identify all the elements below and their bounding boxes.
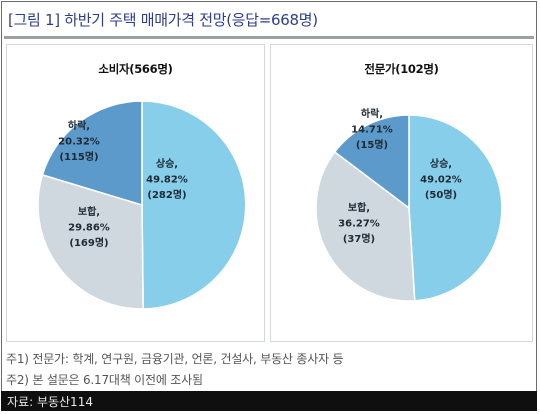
expert-pie-chart: 상승, 49.02% (50명) 보합, 36.27% (37명) 하락, 14.71% (15… — [315, 107, 503, 302]
expert-slice-label-up-line-3: (50명) — [425, 188, 457, 201]
consumer-slice-label-neutral-line-1: 보합, — [78, 205, 100, 218]
expert-chart-panel: 전문가(102명) 상승, 49.02% (50명) 보합, 36.27% (37명) 하락… — [270, 44, 533, 342]
expert-slice-label-down-line-2: 14.71% — [351, 125, 393, 136]
consumer-slice-label-down-line-3: (115명) — [59, 150, 98, 163]
expert-slice-label-down-line-3: (15명) — [356, 138, 388, 151]
consumer-slice-neutral — [37, 173, 144, 310]
consumer-slice-label-neutral-line-2: 29.86% — [68, 223, 110, 234]
footnote-2: 주2) 본 설문은 6.17대책 이전에 조사됨 — [6, 373, 203, 387]
expert-slice-label-neutral-line-1: 보합, — [348, 201, 370, 214]
expert-slice-label-down-line-1: 하락, — [361, 107, 383, 120]
expert-slice-up — [408, 114, 503, 302]
expert-slice-neutral — [315, 150, 416, 302]
consumer-slice-label-up-line-1: 상승, — [156, 157, 178, 170]
expert-slice-label-up: 상승, 49.02% (50명) — [420, 157, 462, 201]
consumer-chart-title: 소비자(566명) — [98, 62, 173, 76]
expert-slice-label-up-line-1: 상승, — [430, 157, 452, 170]
consumer-slice-label-up: 상승, 49.82% (282명) — [146, 157, 188, 201]
consumer-slice-label-up-line-2: 49.82% — [146, 175, 188, 186]
consumer-slice-label-down-line-1: 하락, — [68, 119, 90, 132]
expert-slice-label-neutral-line-2: 36.27% — [338, 219, 380, 230]
expert-slice-down — [333, 114, 410, 210]
expert-chart-title: 전문가(102명) — [364, 62, 439, 76]
consumer-pie-chart: 상승, 49.82% (282명) 보합, 29.86% (169명) 하락, 20.32% (… — [37, 100, 247, 310]
figure-title: [그림 1] 하반기 주택 매매가격 전망(응답=668명) — [8, 11, 318, 29]
expert-slice-label-neutral-line-3: (37명) — [343, 232, 375, 245]
consumer-slice-label-neutral: 보합, 29.86% (169명) — [68, 205, 110, 249]
expert-slice-label-neutral: 보합, 36.27% (37명) — [338, 201, 380, 245]
consumer-slice-down — [41, 100, 143, 207]
consumer-slice-label-down-line-2: 20.32% — [58, 137, 100, 148]
source-bar: 자료: 부동산114 — [1, 391, 537, 411]
consumer-chart-panel: 소비자(566명) 상승, 49.82% (282명) 보합, 29.86% (169명)… — [6, 44, 265, 342]
consumer-slice-label-up-line-3: (282명) — [147, 188, 186, 201]
footnote-1: 주1) 전문가: 학계, 연구원, 금융기관, 언론, 건설사, 부동산 종사자… — [6, 352, 344, 366]
consumer-slice-label-neutral-line-3: (169명) — [69, 236, 108, 249]
consumer-slice-label-down: 하락, 20.32% (115명) — [58, 119, 100, 163]
source-text: 자료: 부동산114 — [7, 395, 93, 409]
consumer-slice-up — [141, 100, 247, 310]
expert-slice-label-down: 하락, 14.71% (15명) — [351, 107, 393, 151]
expert-slice-label-up-line-2: 49.02% — [420, 175, 462, 186]
title-divider — [4, 36, 534, 39]
